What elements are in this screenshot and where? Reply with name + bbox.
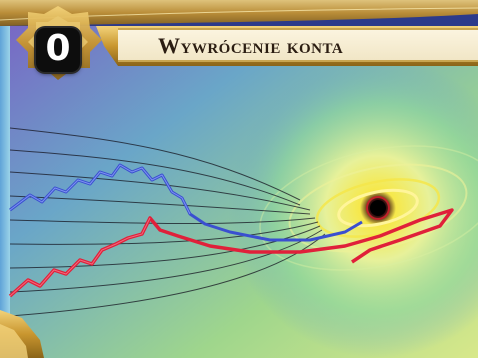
card-title: Wywrócenie konta: [158, 33, 344, 58]
title-banner: Wywrócenie konta: [118, 28, 478, 62]
flow-lines: [9, 127, 326, 317]
black-hole: [370, 200, 386, 216]
cost-value: 0: [45, 28, 71, 69]
top-frame-gold: [0, 0, 478, 26]
cost-badge: 0: [36, 28, 80, 72]
black-hole-rim: [366, 196, 390, 220]
